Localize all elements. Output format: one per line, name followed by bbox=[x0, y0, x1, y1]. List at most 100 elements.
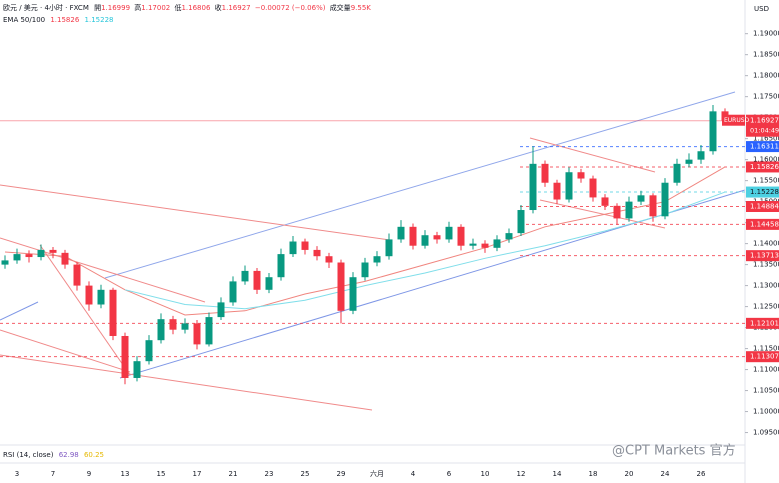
drawings bbox=[0, 91, 746, 411]
trend-line bbox=[0, 301, 39, 321]
price-label-box bbox=[746, 186, 779, 198]
trend-line bbox=[539, 199, 666, 229]
candle-body bbox=[409, 226, 417, 246]
y-tick-label: 1.18000 bbox=[753, 72, 779, 80]
price-label-box bbox=[746, 317, 779, 329]
candle-body bbox=[565, 172, 573, 200]
candle-body bbox=[637, 195, 645, 202]
price-label: 1.11307 bbox=[750, 353, 779, 361]
ema-title: EMA 50/100 bbox=[3, 16, 45, 24]
candle-body bbox=[613, 205, 621, 219]
trend-line bbox=[529, 137, 656, 173]
candle-body bbox=[313, 249, 321, 257]
open-label: 開 bbox=[94, 4, 101, 12]
candle-body bbox=[97, 289, 105, 305]
candle-body bbox=[145, 340, 153, 362]
rsi-value: 60.25 bbox=[84, 451, 104, 459]
candle-body bbox=[385, 239, 393, 257]
candle-body bbox=[481, 243, 489, 248]
y-tick-label: 1.13000 bbox=[753, 282, 779, 290]
x-tick-label: 4 bbox=[411, 470, 416, 478]
symbol-tag: EURUSD bbox=[724, 117, 750, 124]
price-label-box bbox=[746, 200, 779, 212]
price-label-box bbox=[746, 218, 779, 230]
candle-body bbox=[349, 277, 357, 311]
candle-body bbox=[265, 277, 273, 290]
x-tick-label: 24 bbox=[661, 470, 670, 478]
ema-value: 1.15826 bbox=[50, 16, 79, 24]
x-tick-label: 7 bbox=[51, 470, 55, 478]
ema-value: 1.15228 bbox=[85, 16, 114, 24]
candle-body bbox=[697, 151, 705, 160]
x-tick-label: 21 bbox=[229, 470, 238, 478]
candle-body bbox=[529, 163, 537, 211]
y-tick-label: 1.12500 bbox=[753, 303, 779, 311]
candle-body bbox=[445, 226, 453, 240]
price-label: 1.15826 bbox=[750, 163, 779, 171]
candle-body bbox=[649, 195, 657, 217]
price-label: 1.16927 bbox=[750, 117, 779, 125]
candle-body bbox=[505, 233, 513, 240]
candle-body bbox=[157, 319, 165, 341]
x-tick-label: 20 bbox=[625, 470, 634, 478]
change: −0.00072 (−0.06%) bbox=[255, 4, 326, 12]
candle-body bbox=[217, 302, 225, 318]
x-tick-label: 18 bbox=[589, 470, 598, 478]
plot bbox=[0, 105, 745, 385]
y-tick-label: 1.17500 bbox=[753, 93, 779, 101]
trend-line bbox=[0, 329, 131, 373]
x-tick-label: 26 bbox=[697, 470, 706, 478]
price-label-box bbox=[746, 114, 779, 137]
candle-body bbox=[169, 319, 177, 330]
y-tick-label: 1.09500 bbox=[753, 429, 779, 437]
close: 1.16927 bbox=[222, 4, 251, 12]
candle-body bbox=[397, 226, 405, 240]
close-label: 收 bbox=[215, 3, 222, 12]
trend-line bbox=[0, 237, 206, 303]
trend-line bbox=[39, 244, 131, 376]
price-label: 1.16311 bbox=[750, 143, 779, 151]
candle-body bbox=[37, 249, 45, 258]
x-tick-label: 6 bbox=[447, 470, 452, 478]
x-tick-label: 3 bbox=[15, 470, 19, 478]
candle-body bbox=[25, 254, 33, 258]
candle-body bbox=[121, 335, 129, 378]
candle-body bbox=[193, 323, 201, 345]
low-label: 低 bbox=[174, 3, 181, 12]
candle-body bbox=[673, 163, 681, 183]
candle-body bbox=[253, 270, 261, 290]
price-label-box bbox=[746, 351, 779, 363]
rsi-title: RSI (14, close) bbox=[3, 451, 54, 459]
y-tick-label: 1.11500 bbox=[753, 345, 779, 353]
candle-body bbox=[577, 172, 585, 179]
candle-body bbox=[229, 281, 237, 303]
high-label: 高 bbox=[134, 3, 141, 12]
candle-body bbox=[13, 254, 21, 261]
trend-line bbox=[0, 354, 373, 411]
candle-body bbox=[601, 197, 609, 206]
y-tick-label: 1.18500 bbox=[753, 51, 779, 59]
candle-body bbox=[517, 210, 525, 234]
y-tick-label: 1.14000 bbox=[753, 240, 779, 248]
candle-body bbox=[277, 254, 285, 278]
volume-label: 成交量 bbox=[330, 3, 351, 12]
x-tick-label: 23 bbox=[265, 470, 274, 478]
low: 1.16806 bbox=[181, 4, 210, 12]
candle-body bbox=[181, 323, 189, 330]
candle-body bbox=[337, 262, 345, 311]
channel-upper bbox=[104, 91, 736, 279]
price-label: 1.13713 bbox=[750, 252, 779, 260]
candle-body bbox=[661, 182, 669, 217]
candle-body bbox=[49, 249, 57, 253]
ema-legend: EMA 50/100 1.15826 1.15228 bbox=[3, 16, 113, 24]
price-label: 1.12101 bbox=[750, 319, 779, 327]
candle-body bbox=[685, 159, 693, 164]
ema-line bbox=[124, 191, 726, 310]
candle-body bbox=[1, 260, 9, 265]
x-tick-label: 9 bbox=[87, 470, 91, 478]
candle-body bbox=[133, 361, 141, 378]
price-label-box bbox=[746, 161, 779, 173]
high: 1.17002 bbox=[141, 4, 170, 12]
candle-body bbox=[553, 182, 561, 200]
